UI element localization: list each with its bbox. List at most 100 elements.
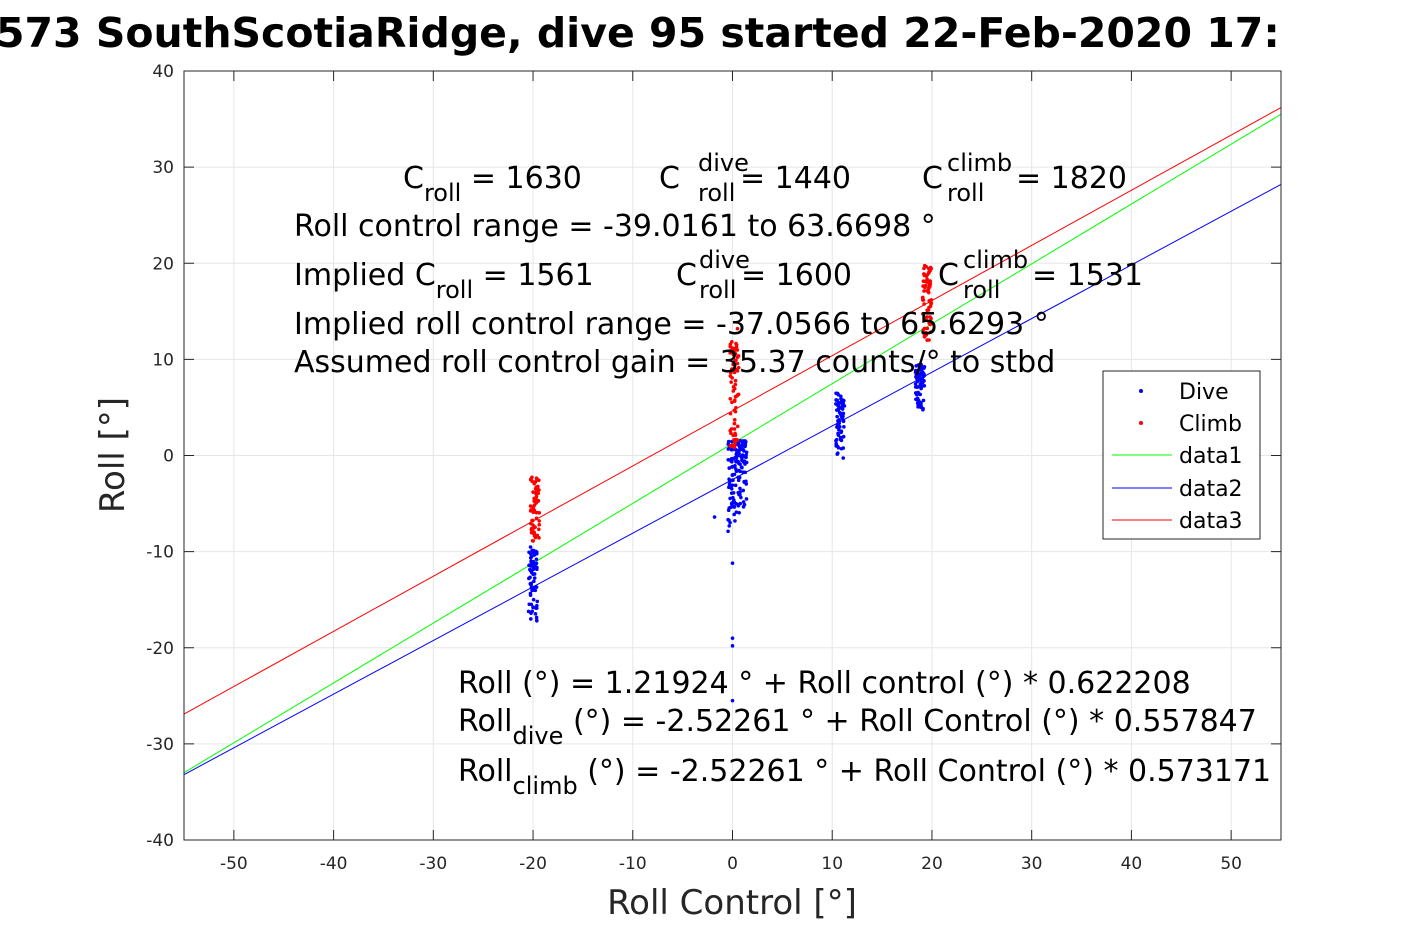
axis-ticks: -50 -40 -30 -20 -10 0 10 20 30 40 50 -40 -30 -20 -10 0 1… (146, 62, 1281, 874)
dive-point (738, 486, 742, 491)
dive-point (733, 519, 737, 523)
dive-point (529, 583, 533, 587)
implied-c-dive-value: = 1600 (741, 258, 852, 293)
dive-point (528, 564, 533, 568)
climb-point (729, 349, 733, 353)
climb-point (536, 527, 541, 532)
x-tick-label: 30 (1021, 854, 1043, 874)
implied-c-climb-value: = 1531 (1032, 258, 1143, 293)
climb-point (922, 302, 926, 306)
climb-point (534, 497, 539, 502)
dive-point (729, 491, 734, 495)
dive-point (730, 636, 735, 640)
dive-point (535, 606, 539, 610)
climb-point (929, 266, 934, 271)
fit-equation: Roll (°) = 1.21924 ° + Roll control (°) … (458, 666, 1191, 701)
dive-point (531, 605, 535, 610)
dive-point (914, 364, 918, 368)
dive-point (922, 383, 927, 388)
implied-c-sub: roll (436, 276, 473, 304)
climb-point (732, 418, 737, 422)
dive-point (838, 435, 843, 440)
climb-point (732, 370, 737, 375)
climb-point (925, 326, 930, 331)
dive-point (835, 451, 840, 455)
dive-point (840, 401, 844, 405)
climb-point (536, 491, 540, 496)
legend-marker-dive (1139, 389, 1143, 393)
climb-point (734, 358, 738, 362)
climb-point (731, 362, 735, 367)
assumed-gain: Assumed roll control gain = 35.37 counts… (294, 345, 1055, 380)
climb-point (928, 279, 933, 283)
dive-point (733, 483, 738, 488)
dive-point (841, 419, 846, 424)
climb-point (732, 445, 737, 449)
c-roll-value: = 1630 (461, 161, 582, 196)
climb-point (925, 279, 929, 284)
dive-point (841, 398, 846, 403)
x-tick-label: -20 (519, 854, 547, 874)
dive-point (534, 585, 539, 589)
implied-roll-control-range: Implied roll control range = -37.0566 to… (294, 307, 1049, 342)
dive-point (528, 593, 533, 597)
climb-point (921, 295, 925, 300)
climb-point (730, 367, 734, 371)
y-tick-label: -30 (146, 735, 174, 755)
data-points (526, 263, 934, 703)
dive-point (531, 560, 535, 565)
dive-point (728, 496, 732, 501)
dive-point (742, 480, 747, 484)
climb-point (530, 518, 534, 523)
dive-point (918, 384, 923, 389)
x-tick-label: 50 (1220, 854, 1242, 874)
dive-point (727, 482, 732, 487)
dive-point (737, 468, 741, 473)
dive-point (917, 400, 922, 404)
legend-label-climb: Climb (1179, 412, 1242, 437)
climb-point (729, 431, 733, 436)
dive-point (712, 515, 717, 519)
implied-c-dive-sup: dive (699, 246, 750, 274)
legend-marker-climb (1139, 421, 1143, 425)
climb-point (735, 326, 740, 331)
y-tick-label: 0 (163, 447, 174, 467)
climb-point (735, 438, 740, 442)
dive-point (838, 406, 843, 410)
dive-point (732, 512, 736, 517)
dive-point (838, 424, 842, 429)
fit-climb-main: Roll (458, 754, 513, 789)
dive-point (730, 561, 735, 565)
climb-point (728, 342, 733, 347)
dive-point (744, 453, 748, 457)
dive-point (534, 615, 539, 620)
dive-point (737, 511, 741, 515)
dive-point (732, 498, 736, 502)
climb-point (925, 338, 929, 342)
dive-point (839, 396, 843, 401)
climb-point (922, 326, 927, 331)
dive-point (915, 398, 919, 402)
dive-point (841, 434, 846, 439)
climb-point (534, 477, 539, 481)
climb-point (729, 380, 733, 384)
climb-point (732, 427, 737, 431)
climb-point (729, 427, 734, 431)
dive-point (731, 464, 736, 469)
climb-point (732, 421, 737, 426)
climb-point (732, 437, 736, 442)
roll-control-range: Roll control range = -39.0161 to 63.6698… (294, 209, 936, 244)
implied-c-climb-sub: roll (963, 276, 1000, 304)
x-tick-label: 0 (727, 854, 738, 874)
dive-point (743, 439, 748, 444)
climb-point (735, 369, 740, 373)
dive-point (534, 618, 539, 622)
climb-point (529, 521, 533, 526)
climb-point (732, 399, 737, 404)
climb-point (734, 345, 739, 350)
dive-point (834, 437, 839, 442)
climb-point (534, 501, 538, 505)
climb-point (529, 530, 534, 535)
dive-point (743, 444, 747, 449)
